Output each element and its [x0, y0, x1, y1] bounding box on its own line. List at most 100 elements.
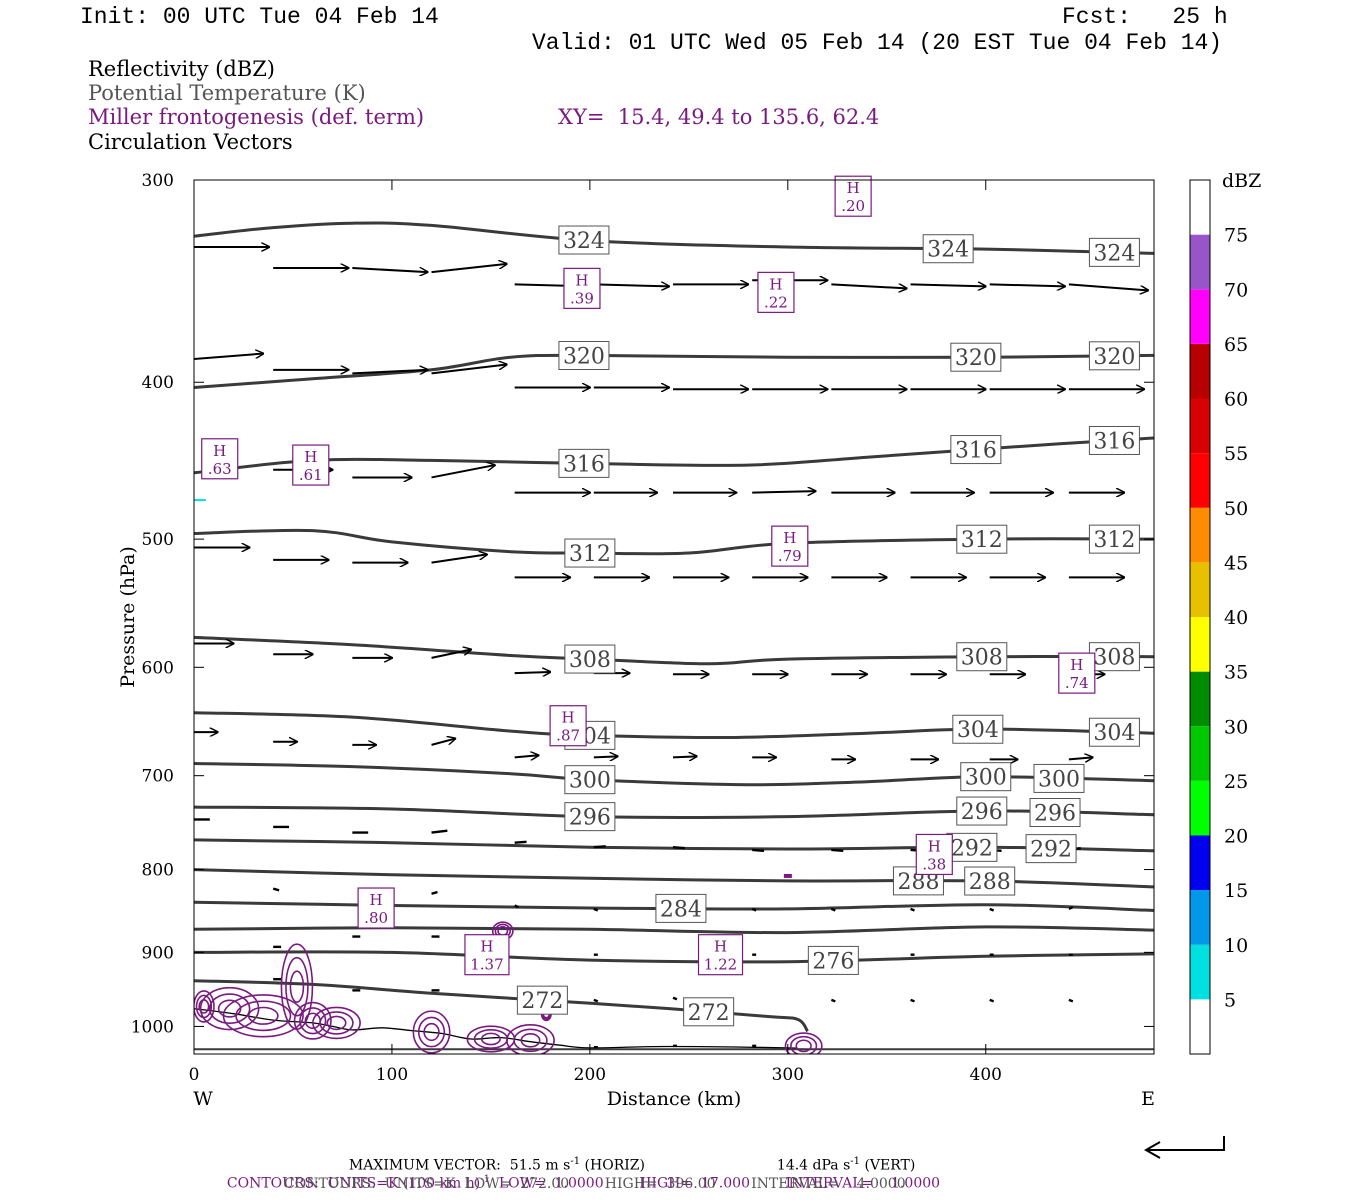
colorbar-swatch: [1190, 944, 1210, 1000]
x-right-end-label: E: [1141, 1088, 1155, 1110]
frontogenesis-max-value: 1.22: [704, 956, 737, 974]
colorbar-tick-label: 35: [1224, 662, 1248, 684]
circulation-vector: [910, 907, 915, 912]
theta-contour-label-box: [564, 765, 616, 795]
theta-contour-line: [194, 805, 1154, 819]
theta-contour-label: 320: [563, 345, 605, 370]
y-tick-label: 1000: [131, 1017, 174, 1037]
x-tick-label: 0: [189, 1065, 200, 1085]
max-vector-label: MAXIMUM VECTOR:: [348, 1157, 501, 1174]
circulation-vector: [431, 465, 495, 479]
frontogenesis-max-box: [697, 934, 744, 976]
circulation-vector: [431, 264, 507, 274]
theta-contour-line: [194, 436, 1154, 475]
circulation-vector: [830, 907, 836, 912]
colorbar-swatch: [1190, 180, 1210, 235]
theta-contour-label-box: [1088, 642, 1140, 672]
y-tick-label: 300: [142, 171, 174, 191]
colorbar-swatch: [1190, 562, 1210, 617]
colorbar-tick-label: 75: [1224, 225, 1248, 247]
frontogenesis-max-value: .87: [556, 727, 580, 745]
frontogenesis-max-letter: H: [575, 271, 588, 289]
max-vector-horiz-tail: (HORIZ): [580, 1157, 645, 1174]
theta-contour-label: 296: [569, 806, 611, 831]
frontogenesis-max-box: [915, 833, 953, 876]
theta-contour-label-box: [952, 714, 1004, 744]
circulation-vector: [1068, 757, 1093, 759]
frontogenesis-contour: [506, 1024, 555, 1054]
theta-contour-label: 296: [961, 800, 1003, 825]
theta-contour-label-box: [564, 802, 616, 832]
theta-contour-label: 312: [1093, 528, 1135, 553]
theta-contour-label-box: [1088, 524, 1140, 554]
frontogenesis-contour: [784, 1032, 823, 1054]
colorbar-swatch: [1190, 726, 1210, 781]
frontogenesis-max-value: .80: [364, 909, 388, 927]
circulation-vector: [830, 998, 836, 1003]
frontogenesis-contour: [312, 1006, 361, 1040]
circulation-vector: [593, 845, 606, 849]
frontogenesis-max-box: [201, 438, 239, 480]
y-tick-label: 400: [142, 373, 174, 393]
colorbar-swatch: [1190, 398, 1210, 454]
frontogenesis-max-value: .74: [1065, 674, 1089, 692]
frontogenesis-max-value: 1.37: [470, 956, 503, 974]
frontogenesis-contour: [326, 1015, 347, 1031]
theta-contour-label: 284: [660, 897, 702, 922]
cross-section-xy: XY= 15.4, 49.4 to 135.6, 62.4: [558, 105, 880, 129]
frontogenesis-max-letter: H: [304, 448, 317, 466]
y-tick-label: 600: [142, 658, 174, 678]
frontogenesis-max-value: .38: [922, 855, 946, 873]
theta-contour-label-box: [564, 644, 616, 674]
y-tick-label: 700: [142, 767, 174, 787]
frontogenesis-contour: [299, 1007, 327, 1035]
colorbar-tick-label: 45: [1224, 552, 1248, 574]
colorbar-tick-label: 65: [1224, 334, 1248, 356]
circulation-vector: [672, 756, 697, 757]
valid-time: Valid: 01 UTC Wed 05 Feb 14 (20 EST Tue …: [532, 30, 1223, 56]
frontogenesis-max-value: .20: [841, 197, 865, 215]
circulation-vector: [672, 846, 685, 850]
y-tick-label: 800: [142, 861, 174, 881]
circulation-vector: [593, 907, 599, 912]
frontogenesis-contour: [423, 1022, 440, 1042]
circulation-vector: [272, 887, 280, 892]
theta-contour-label-box: [1088, 341, 1140, 371]
legend-potential-temperature: Potential Temperature (K): [88, 81, 366, 105]
colorbar-tick-label: 50: [1224, 498, 1248, 520]
x-tick-label: 400: [970, 1065, 1002, 1085]
max-vector-vert-tail: (VERT): [860, 1157, 916, 1174]
frontogenesis-max-letter: H: [769, 275, 782, 293]
colorbar-tick-label: 20: [1224, 826, 1248, 848]
colorbar-title: dBZ: [1222, 170, 1261, 192]
circulation-vector: [1068, 998, 1074, 1003]
legend-reflectivity: Reflectivity (dBZ): [88, 57, 276, 81]
frontogenesis-contour: [480, 1032, 501, 1046]
frontogenesis-max-letter: H: [562, 709, 575, 727]
theta-contour-label-box: [558, 448, 610, 478]
x-axis-label: Distance (km): [607, 1088, 742, 1110]
legend-frontogenesis: Miller frontogenesis (def. term): [88, 105, 425, 129]
frontogenesis-contour: [520, 1033, 541, 1048]
frontogenesis-contour: [235, 1000, 292, 1032]
theta-contour-label: 312: [961, 528, 1003, 553]
frontogenesis-max-box: [357, 887, 395, 929]
y-axis-label: Pressure (hPa): [117, 546, 139, 688]
theta-contour-line: [194, 925, 1154, 935]
colorbar-tick-label: 15: [1224, 880, 1248, 902]
theta-contour-label: 316: [955, 439, 997, 464]
theta-contour-label-box: [964, 866, 1016, 896]
colorbar-swatch: [1190, 890, 1210, 945]
reference-vector-arrow: [1143, 1136, 1225, 1159]
frontogenesis-contour: [319, 1011, 354, 1035]
circulation-vector: [831, 848, 844, 853]
circulation-vector: [431, 890, 438, 895]
legend-circulation-vectors: Circulation Vectors: [88, 130, 293, 154]
theta-contour-line: [194, 838, 1154, 853]
theta-contour-label: 312: [569, 542, 611, 567]
theta-contour-line: [194, 528, 1154, 556]
x-tick-label: 300: [772, 1065, 804, 1085]
frontogenesis-max-value: .79: [778, 547, 802, 565]
frontogenesis-contour: [795, 1039, 812, 1053]
theta-contour-label-box: [683, 997, 735, 1027]
